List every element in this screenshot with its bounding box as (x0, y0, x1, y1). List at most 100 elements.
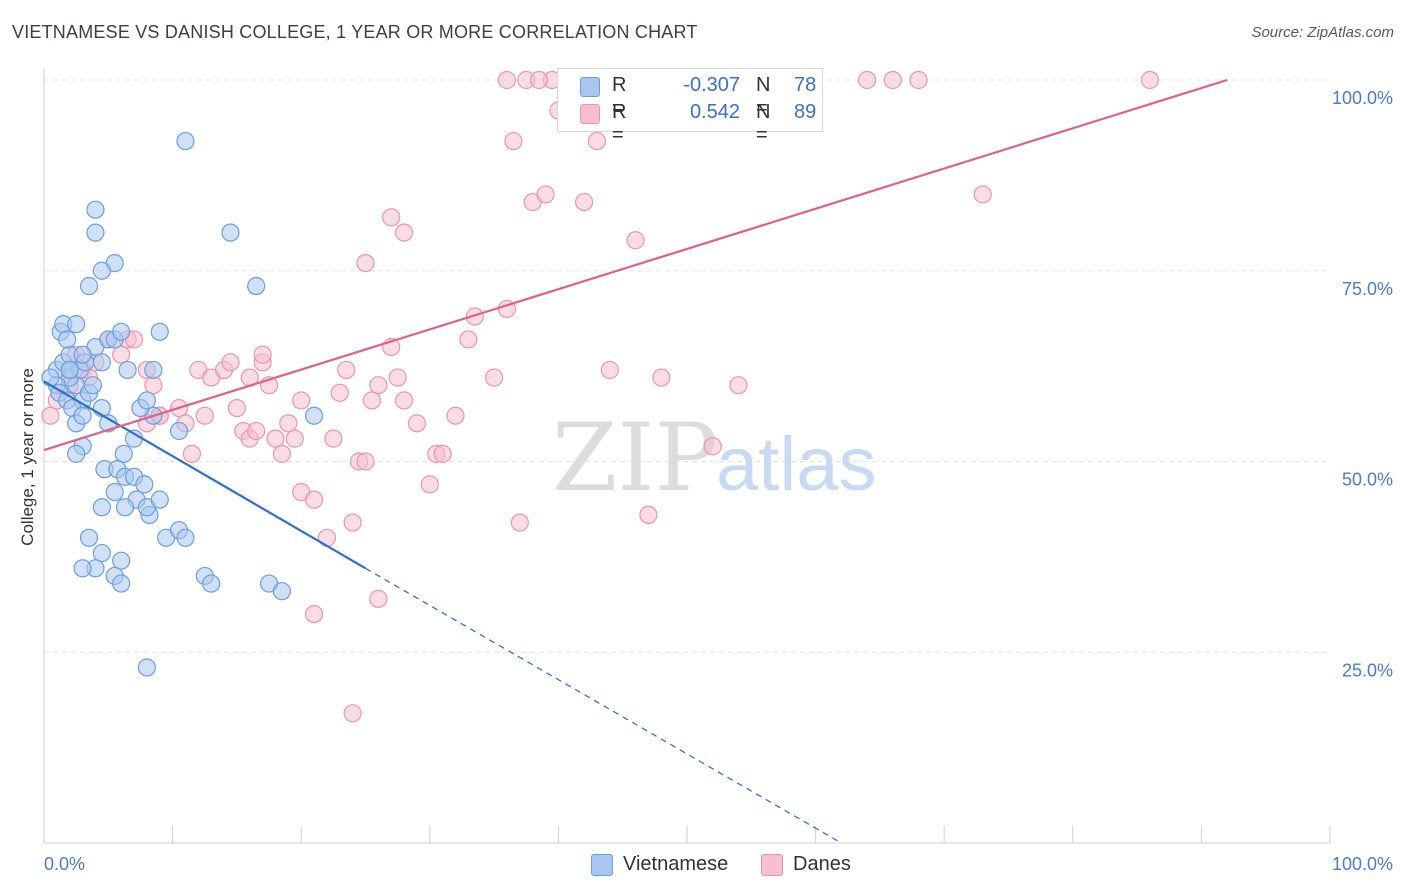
danes-point (530, 70, 549, 90)
danes-legend-swatch (761, 854, 783, 876)
danes-point (317, 528, 337, 547)
danes-point (304, 490, 324, 509)
danes-point (272, 444, 292, 463)
watermark-zip: ZIP (552, 404, 718, 513)
danes-point (324, 429, 343, 448)
danes-point (973, 185, 992, 204)
danes-swatch (580, 104, 600, 124)
vietnamese-point (92, 498, 111, 517)
danes-point (420, 475, 439, 494)
danes-point (285, 429, 304, 448)
vietnamese-trend-line (43, 380, 367, 570)
danes-legend-label: Danes (793, 853, 851, 875)
vietnamese-point (176, 528, 195, 547)
danes-point (446, 406, 465, 425)
danes-point (292, 391, 311, 410)
source-label: Source: ZipAtlas.com (1251, 24, 1394, 41)
vietnamese-point (112, 551, 131, 570)
danes-point (394, 223, 414, 242)
danes-point (182, 444, 201, 463)
y-tick-label: 25.0% (1342, 660, 1393, 680)
vietnamese-point (176, 131, 195, 151)
r-label: R = (612, 101, 627, 146)
danes-point (362, 391, 382, 410)
vietnamese-point (118, 360, 137, 380)
watermark-atlas: atlas (716, 422, 877, 507)
danes-point (459, 330, 478, 349)
danes-point (227, 398, 246, 418)
vietnamese-legend-label: Vietnamese (623, 853, 729, 875)
danes-point (343, 704, 362, 723)
danes-point (504, 131, 523, 151)
chart-title: VIETNAMESE VS DANISH COLLEGE, 1 YEAR OR … (12, 22, 698, 42)
stats-legend: R = -0.307 N = 78 R = 0.542 N = 89 (557, 68, 823, 146)
vietnamese-swatch (580, 77, 600, 97)
vietnamese-point (221, 223, 240, 242)
y-tick-labels: 25.0% 50.0% 75.0% 100.0% (1332, 88, 1393, 680)
danes-point (600, 360, 619, 380)
vietnamese-point (86, 223, 105, 242)
vietnamese-point (86, 200, 105, 219)
danes-point (1140, 70, 1160, 90)
danes-point (883, 70, 902, 90)
vietnamese-point (247, 276, 266, 296)
danes-trend-line (43, 78, 1228, 452)
danes-point (330, 383, 349, 402)
y-tick-label: 50.0% (1342, 470, 1393, 490)
vietnamese-point (92, 261, 111, 280)
danes-point (433, 444, 452, 463)
danes-point (144, 376, 163, 395)
vietnamese-point (304, 406, 324, 425)
vietnamese-point (92, 543, 111, 563)
danes-point (247, 421, 266, 441)
danes-point (41, 406, 60, 425)
vietnamese-point (202, 574, 221, 593)
danes-point (382, 208, 401, 227)
danes-point (575, 192, 594, 212)
danes-point (304, 604, 324, 624)
vietnamese-point (137, 658, 156, 677)
vietnamese-point (60, 360, 79, 380)
danes-point (343, 513, 362, 532)
y-tick-label: 75.0% (1342, 279, 1393, 299)
vietnamese-point (144, 360, 163, 380)
r-label: R = (612, 74, 627, 119)
x-tick-label-min: 0.0% (44, 854, 85, 874)
watermark: ZIP atlas (552, 404, 877, 513)
vietnamese-point (114, 444, 133, 463)
danes-point (195, 406, 214, 425)
danes-point (369, 376, 388, 395)
danes-point (112, 345, 131, 364)
vietnamese-point (150, 322, 169, 341)
danes-points (41, 70, 1160, 723)
vietnamese-point (41, 368, 60, 387)
n-value: 78 (794, 74, 817, 96)
danes-point (652, 368, 671, 387)
n-value: 89 (794, 101, 817, 123)
vietnamese-point (83, 376, 102, 395)
vietnamese-point (58, 330, 77, 349)
vietnamese-point (115, 498, 135, 517)
danes-point (485, 368, 504, 387)
danes-point (536, 185, 555, 204)
danes-point (510, 513, 529, 532)
r-value: -0.307 (683, 74, 740, 96)
vietnamese-point (135, 475, 154, 494)
trend-lines (43, 78, 1228, 844)
danes-point (279, 414, 298, 433)
vietnamese-point (79, 276, 99, 296)
n-label: N = (756, 101, 771, 146)
danes-point (253, 345, 272, 364)
r-value: 0.542 (689, 101, 740, 123)
danes-point (497, 70, 517, 90)
danes-point (369, 589, 388, 608)
danes-point (407, 414, 427, 433)
x-tick-label-max: 100.0% (1332, 854, 1393, 874)
y-tick-label: 100.0% (1332, 88, 1393, 108)
vietnamese-point (150, 490, 169, 509)
vietnamese-point (73, 406, 92, 425)
danes-point (587, 131, 607, 151)
vietnamese-point (169, 421, 189, 441)
danes-point (356, 254, 375, 273)
